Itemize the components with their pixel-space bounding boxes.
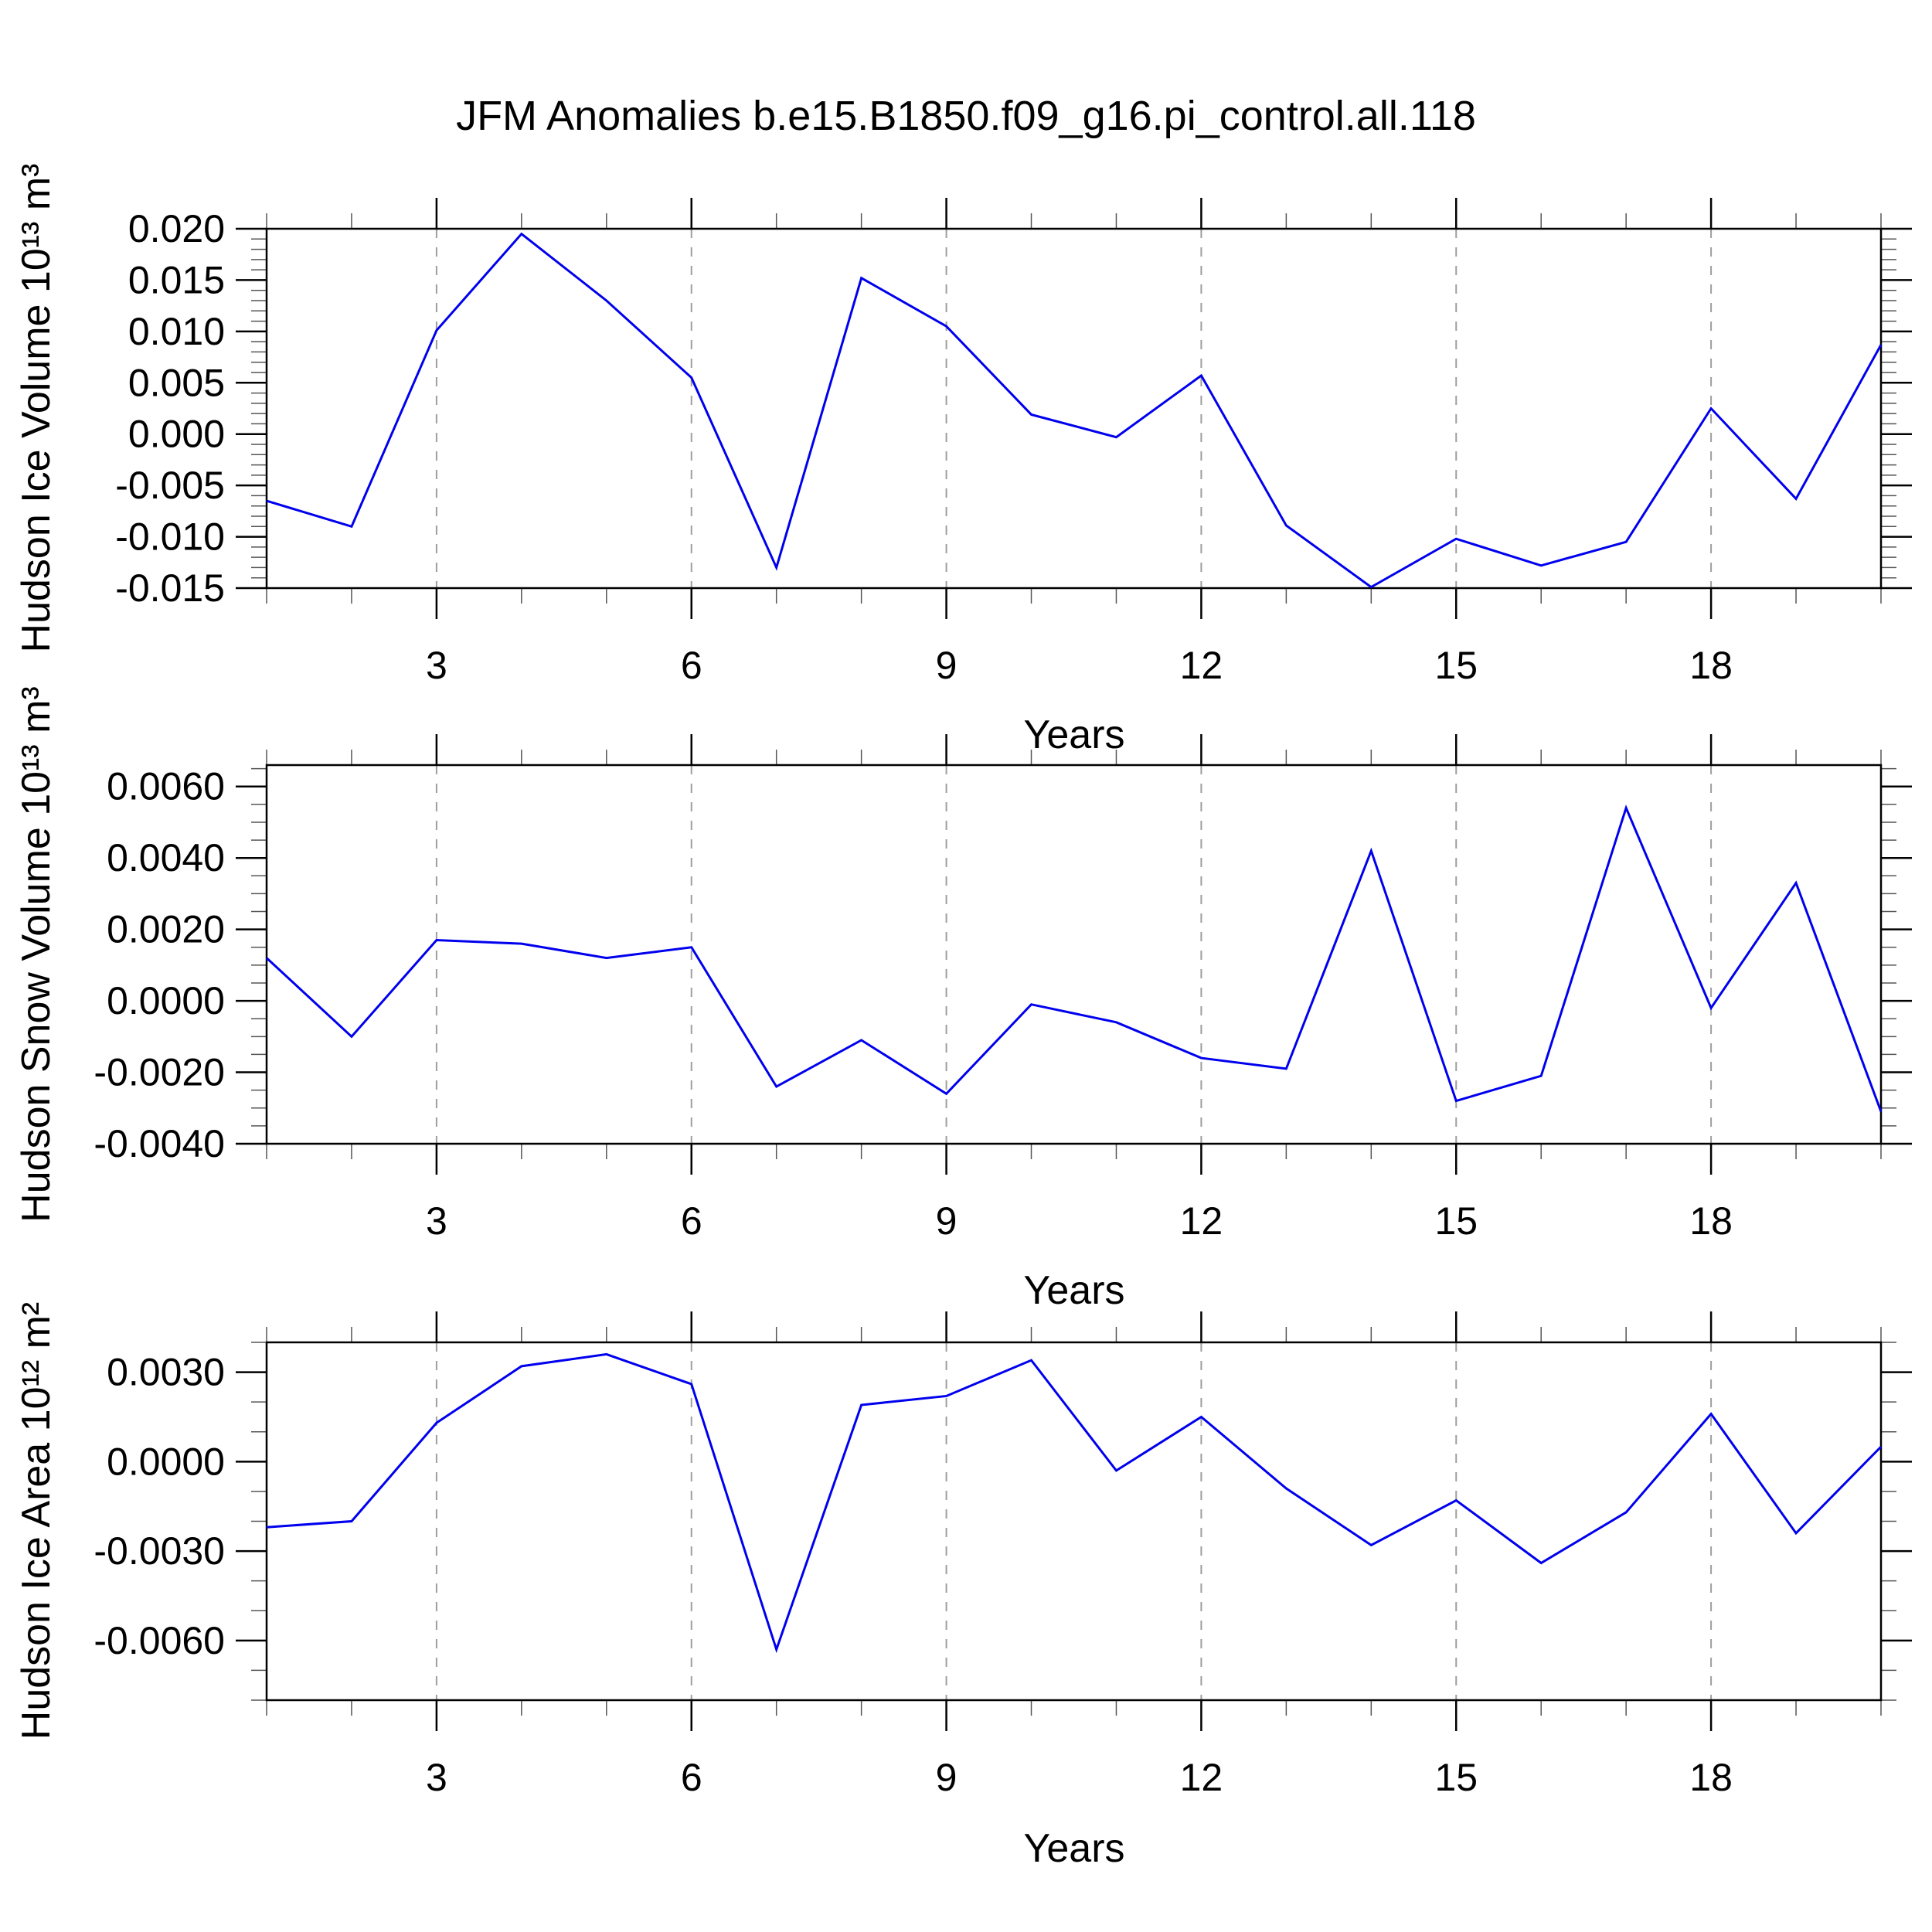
panel1-y-tick-label: 0.000 xyxy=(128,413,225,456)
panel2-y-tick-label: -0.0020 xyxy=(94,1051,225,1094)
panel1-x-tick-label: 6 xyxy=(681,644,702,687)
panel3-frame xyxy=(265,1341,1883,1702)
panel3-x-axis-title: Years xyxy=(1023,1826,1125,1871)
panel2-y-tick-label: 0.0000 xyxy=(107,979,225,1022)
panel3-y-tick-label: -0.0060 xyxy=(94,1619,225,1662)
panel2-y-tick-label: -0.0040 xyxy=(94,1122,225,1165)
panel1-x-axis-title: Years xyxy=(1023,713,1125,757)
panel3-y-axis-title: Hudson Ice Area 10¹² m² xyxy=(14,1301,59,1740)
panel1-x-tick-label: 15 xyxy=(1434,644,1478,687)
panel2-x-tick-label: 6 xyxy=(681,1199,702,1243)
panel1-y-tick-label: -0.005 xyxy=(115,464,225,507)
panel1-y-tick-label: 0.005 xyxy=(128,361,225,404)
panel2-y-tick-label: 0.0040 xyxy=(107,836,225,879)
panel1-y-tick-label: 0.010 xyxy=(128,310,225,353)
panel1-y-axis-title: Hudson Ice Volume 10¹³ m³ xyxy=(14,163,59,653)
panel3-x-tick-label: 15 xyxy=(1434,1756,1478,1799)
panel1-y-tick-label: -0.010 xyxy=(115,515,225,559)
panel2-y-tick-label: 0.0060 xyxy=(107,765,225,808)
panel2-data-line xyxy=(265,804,1883,1112)
panel1-x-tick-label: 3 xyxy=(426,644,447,687)
panel3-x-tick-label: 9 xyxy=(936,1756,957,1799)
panel2-x-tick-label: 3 xyxy=(426,1199,447,1243)
panel1-frame xyxy=(265,227,1883,590)
panel2-x-axis-title: Years xyxy=(1023,1268,1125,1313)
panel3-x-tick-label: 3 xyxy=(426,1756,447,1799)
panel1-x-tick-label: 9 xyxy=(936,644,957,687)
panel2-x-tick-label: 9 xyxy=(936,1199,957,1243)
panel1-y-tick-label: -0.015 xyxy=(115,566,225,610)
panel1-data-line xyxy=(266,232,1883,589)
panel2-y-tick-label: 0.0020 xyxy=(107,908,225,951)
panel1-x-tick-label: 18 xyxy=(1689,644,1733,687)
panel3-x-tick-label: 18 xyxy=(1689,1756,1733,1799)
panel2-y-axis-title: Hudson Snow Volume 10¹³ m³ xyxy=(14,686,59,1223)
panel3-y-tick-label: 0.0000 xyxy=(107,1440,225,1483)
panel2-x-tick-label: 12 xyxy=(1180,1199,1223,1243)
figure-title: JFM Anomalies b.e15.B1850.f09_g16.pi_con… xyxy=(456,93,1476,139)
panel1-y-tick-label: 0.015 xyxy=(128,258,225,301)
panel2-x-tick-label: 15 xyxy=(1434,1199,1478,1243)
panel3-data-line xyxy=(266,1352,1883,1654)
panel3-y-tick-label: 0.0030 xyxy=(107,1351,225,1394)
panel1-x-tick-label: 12 xyxy=(1180,644,1223,687)
panel1-y-tick-label: 0.020 xyxy=(128,207,225,250)
panel2-frame xyxy=(265,764,1883,1145)
panel3-x-tick-label: 6 xyxy=(681,1756,702,1799)
panel3-x-tick-label: 12 xyxy=(1180,1756,1223,1799)
panel3-y-tick-label: -0.0030 xyxy=(94,1529,225,1573)
panel2-x-tick-label: 18 xyxy=(1689,1199,1733,1243)
